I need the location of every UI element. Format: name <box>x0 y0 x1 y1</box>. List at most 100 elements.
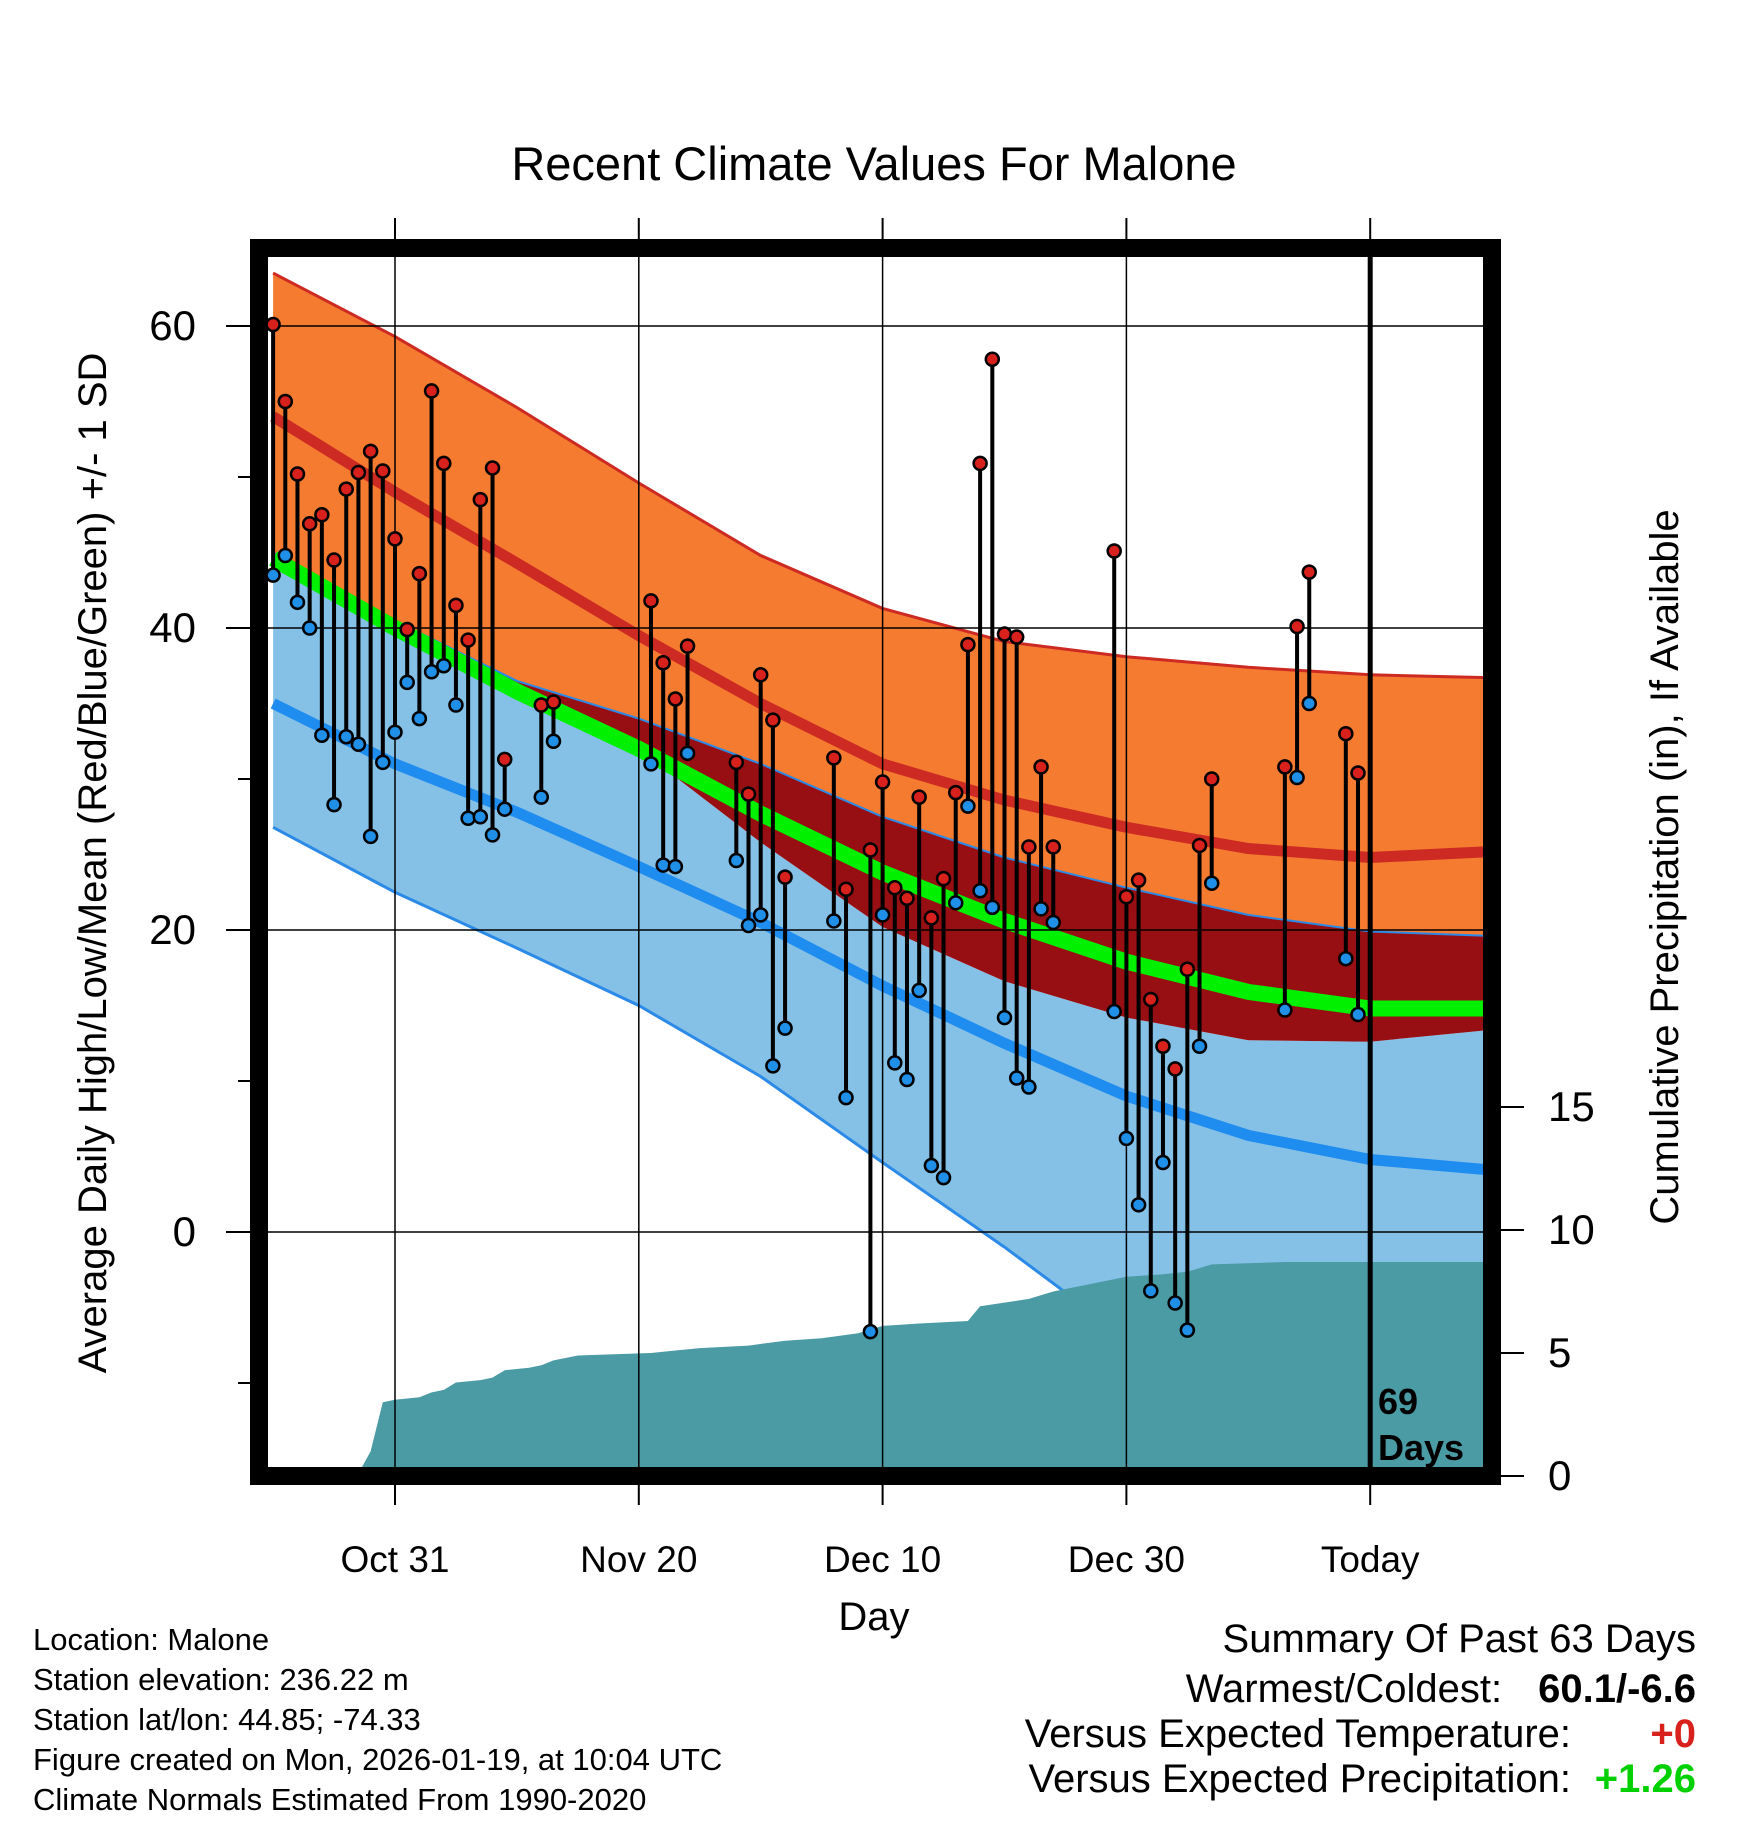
y2-tick-label: 0 <box>1548 1452 1571 1499</box>
low-temp-point <box>484 827 501 843</box>
low-temp-point <box>862 1323 879 1340</box>
day-observation <box>667 691 684 875</box>
high-temp-point <box>667 691 684 707</box>
low-temp-point <box>1203 875 1220 891</box>
low-temp-point <box>935 1169 952 1186</box>
day-observation <box>643 593 659 772</box>
low-temp-point <box>1106 1003 1122 1020</box>
low-temp-point <box>1277 1002 1293 1018</box>
low-temp-point <box>338 728 354 745</box>
mean-sd-band <box>273 552 1492 1042</box>
high-temp-point <box>289 466 306 482</box>
day-observation <box>1155 1038 1171 1171</box>
high-temp-point <box>996 626 1013 642</box>
high-temp-point <box>496 751 513 768</box>
high-temp-point <box>923 910 940 926</box>
day-observation <box>862 842 879 1340</box>
day-observation <box>436 455 452 674</box>
low-temp-point <box>740 917 757 934</box>
low-temp-point <box>545 733 562 749</box>
low-temp-point <box>375 754 391 771</box>
low-temp-point <box>460 810 476 827</box>
day-observation <box>1338 725 1354 967</box>
high-temp-point <box>301 516 318 532</box>
day-observation <box>533 697 550 805</box>
day-observation <box>679 638 696 762</box>
day-observation <box>1008 629 1025 1086</box>
y-tick-label: 0 <box>173 1208 196 1255</box>
y2-tick-label: 15 <box>1548 1083 1595 1130</box>
day-observation <box>472 491 489 825</box>
low-temp-point <box>533 789 550 805</box>
x-tick-label: Oct 31 <box>341 1539 450 1580</box>
high-temp-point <box>1338 725 1354 742</box>
day-observation <box>972 455 988 899</box>
summary-precip-label: Versus Expected Precipitation: <box>1028 1757 1571 1801</box>
summary-precip-row: Versus Expected Precipitation: +1.26 <box>1025 1757 1696 1802</box>
y2-tick-label: 10 <box>1548 1206 1595 1253</box>
day-observation <box>1021 839 1037 1095</box>
low-temp-point <box>411 710 428 727</box>
day-observation <box>1045 839 1062 931</box>
summary-temp-value: +0 <box>1650 1712 1696 1756</box>
high-temp-point <box>740 786 757 802</box>
low-temp-point <box>1143 1283 1159 1299</box>
day-observation <box>923 910 940 1174</box>
day-observation <box>1167 1061 1183 1311</box>
axes: Oct 31 Nov 20 Dec 10 Dec 30 Today 0 20 40 60 0 5 10… <box>149 218 1595 1580</box>
day-observation <box>423 383 440 680</box>
day-observation <box>1106 543 1122 1020</box>
low-temp-point <box>984 899 1001 916</box>
low-temp-point <box>423 664 440 680</box>
info-normals: Climate Normals Estimated From 1990-2020 <box>33 1782 647 1817</box>
low-temp-point <box>265 567 281 583</box>
low-temp-point <box>874 907 891 923</box>
low-temp-point <box>667 858 684 875</box>
low-temp-point <box>326 796 342 813</box>
today-annotation-count: 69 <box>1378 1381 1418 1422</box>
low-temp-point <box>960 798 976 814</box>
high-temp-point <box>362 443 379 460</box>
low-temp-point <box>314 727 330 743</box>
day-observation <box>289 466 306 611</box>
x-tick-label: Dec 30 <box>1068 1539 1185 1580</box>
low-temp-point <box>887 1055 903 1071</box>
day-observation <box>777 869 793 1036</box>
high-temp-point <box>1143 991 1159 1008</box>
high-temp-point <box>960 636 976 653</box>
summary-precip-value: +1.26 <box>1594 1757 1696 1801</box>
high-temp-point <box>752 667 769 683</box>
day-observation <box>960 636 976 814</box>
summary-warmest-row: Warmest/Coldest: 60.1/-6.6 <box>1025 1667 1696 1712</box>
low-temp-point <box>362 828 379 845</box>
day-observation <box>496 751 513 817</box>
low-temp-point <box>1033 901 1049 917</box>
high-temp-point <box>728 754 745 771</box>
low-temp-point <box>1021 1079 1037 1095</box>
info-created: Figure created on Mon, 2026-01-19, at 10… <box>33 1742 723 1777</box>
day-observation <box>448 597 464 713</box>
high-temp-point <box>277 393 294 410</box>
high-temp-point <box>1289 618 1305 635</box>
low-temp-point <box>1191 1038 1208 1055</box>
high-temp-point <box>1179 961 1196 978</box>
high-temp-point <box>1277 759 1293 775</box>
day-observation <box>301 516 318 636</box>
high-temp-point <box>777 869 793 885</box>
low-temp-point <box>1155 1154 1171 1171</box>
low-temp-point <box>655 857 671 873</box>
high-temp-point <box>326 552 342 568</box>
high-temp-point <box>484 460 501 476</box>
low-temp-point <box>289 594 306 611</box>
low-temp-point <box>436 658 452 674</box>
low-temp-point <box>923 1157 940 1174</box>
chart-title: Recent Climate Values For Malone <box>511 137 1236 190</box>
info-elevation: Station elevation: 236.22 m <box>33 1662 409 1697</box>
summary-temp-label: Versus Expected Temperature: <box>1024 1712 1571 1756</box>
day-observation <box>887 879 903 1071</box>
low-temp-point <box>1045 914 1062 931</box>
day-observation <box>484 460 501 843</box>
low-temp-point <box>679 745 696 762</box>
low-temp-point <box>1301 695 1317 712</box>
low-temp-point <box>911 982 927 999</box>
